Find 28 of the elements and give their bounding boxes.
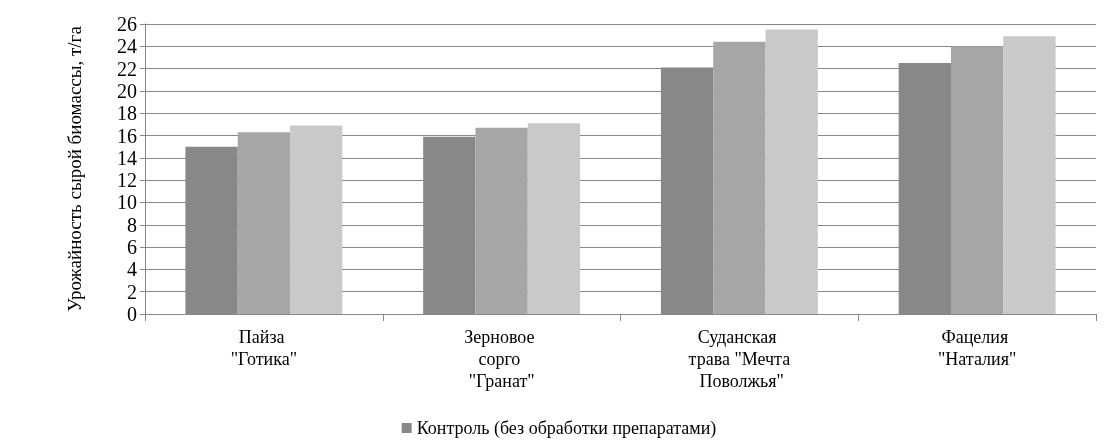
y-tick-label: 2 [127,280,137,303]
x-tick-label: Пайза "Готика" [230,327,297,369]
bar [713,41,766,314]
legend-label: Контроль (без обработки препаратами) [416,418,717,439]
y-tick-label: 20 [117,79,137,102]
bar [765,29,818,314]
x-tick-label: Зерновое сорго "Гранат" [464,327,539,391]
y-tick-label: 6 [127,236,137,259]
y-tick-label: 26 [117,13,137,35]
y-axis-title: Урожайность сырой биомассы, т/га [63,25,85,312]
x-tick-label: Суданская трава "Мечта Поволжья" [688,327,791,391]
bar [1003,36,1056,314]
bar [527,123,581,314]
y-tick-label: 12 [117,169,137,192]
bar [950,46,1004,314]
y-tick-label: 14 [117,146,137,169]
y-tick-label: 0 [127,303,137,325]
x-tick-label: Фацелия "Наталия" [937,327,1017,369]
y-tick-label: 18 [117,102,137,125]
bar [290,125,343,314]
y-tick-label: 4 [127,258,137,281]
y-tick-label: 10 [117,191,137,214]
y-tick-label: 24 [117,35,137,58]
y-tick-label: 22 [117,57,137,80]
bar [237,132,291,314]
bar [475,127,528,314]
y-tick-label: 16 [117,124,137,147]
y-tick-label: 8 [127,213,137,236]
